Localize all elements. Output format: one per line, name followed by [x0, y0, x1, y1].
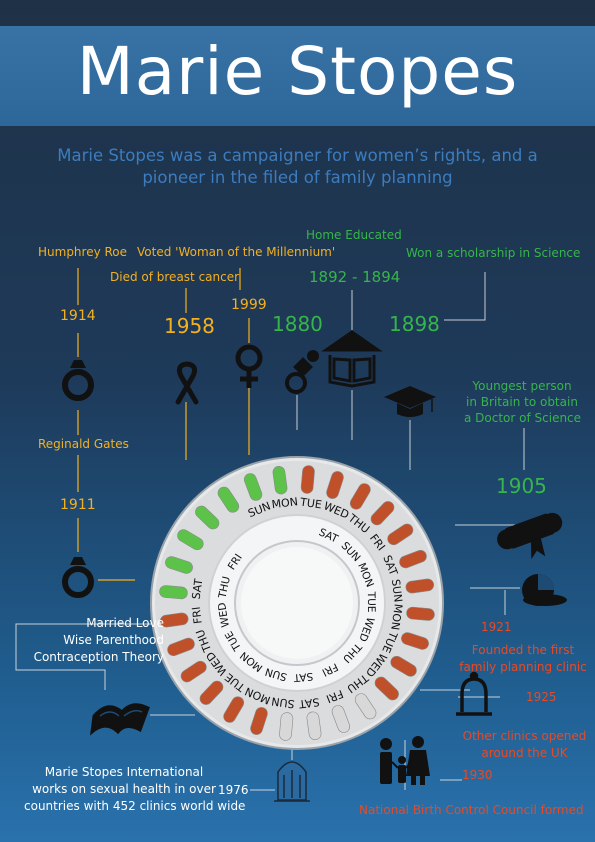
pill	[177, 529, 204, 551]
day-label: FRI	[190, 606, 205, 625]
pill	[405, 578, 435, 594]
day-label: SUN	[271, 694, 296, 710]
day-label: SUN	[389, 578, 405, 603]
day-label: FRI	[324, 687, 345, 706]
book-icon	[321, 330, 383, 388]
title-band	[0, 26, 595, 126]
pill	[349, 483, 371, 510]
home-educated-label: Home Educated	[306, 228, 402, 242]
pill	[250, 707, 268, 735]
year-1921: 1921	[481, 620, 512, 634]
year-1898: 1898	[389, 312, 440, 336]
pill	[306, 711, 322, 741]
day-label-inner: SAT	[293, 670, 314, 684]
subtitle: Marie Stopes was a campaigner for women’…	[57, 146, 538, 187]
year-1880: 1880	[272, 312, 323, 336]
day-label: SAT	[190, 578, 206, 600]
pill	[354, 693, 377, 720]
pill	[406, 606, 435, 621]
female-symbol-icon	[235, 344, 263, 388]
pill	[390, 655, 417, 677]
day-label-inner: TUE	[365, 591, 377, 613]
building-icon	[274, 761, 310, 802]
pill	[272, 465, 288, 495]
day-label-inner: THU	[216, 575, 233, 600]
diploma-icon	[497, 512, 563, 560]
pill	[159, 585, 188, 600]
humphrey-roe-label: Humphrey Roe	[38, 245, 128, 259]
open-book-icon	[90, 703, 150, 736]
year-1999: 1999	[231, 297, 267, 313]
youngest-label: Youngest person in Britain to obtain a D…	[464, 379, 582, 425]
msi-label: Marie Stopes International works on sexu…	[24, 765, 246, 813]
pill	[399, 549, 427, 569]
year-1905: 1905	[496, 474, 547, 498]
books-label: Married Love Wise Parenthood Contracepti…	[33, 616, 164, 664]
day-label: MON	[271, 495, 299, 511]
pill	[387, 523, 414, 546]
day-label-inner: WED	[216, 602, 232, 629]
years-1892-1894: 1892 - 1894	[309, 268, 401, 286]
pill	[159, 612, 189, 628]
pill	[331, 705, 351, 733]
bell-jar-icon	[456, 671, 492, 716]
pill	[195, 505, 220, 530]
pill	[279, 712, 294, 741]
national-label: National Birth Control Council formed	[359, 803, 584, 817]
family-icon	[380, 736, 430, 785]
reginald-gates-label: Reginald Gates	[38, 437, 129, 451]
year-1930: 1930	[462, 768, 493, 782]
pill	[165, 556, 193, 574]
graduation-cap-icon	[384, 386, 436, 417]
pill	[199, 680, 224, 705]
ring-icon	[62, 360, 94, 401]
pill	[326, 471, 344, 499]
pill	[374, 676, 399, 701]
year-1958: 1958	[164, 314, 215, 338]
pill	[223, 696, 245, 723]
pie-chart-icon	[522, 574, 567, 606]
pill	[401, 632, 429, 650]
year-1925: 1925	[526, 690, 557, 704]
day-label: MON	[388, 603, 405, 631]
voted-label: Voted 'Woman of the Millennium'	[137, 245, 336, 259]
day-label: TUE	[298, 495, 322, 511]
founded-label: Founded the first family planning clinic	[459, 643, 587, 674]
pacifier-icon	[285, 350, 319, 394]
pill	[300, 465, 315, 494]
pill	[167, 637, 195, 657]
pill	[243, 473, 263, 501]
page-title: Marie Stopes	[76, 33, 519, 110]
pill	[217, 486, 240, 513]
year-1976: 1976	[218, 783, 249, 797]
pill	[180, 660, 207, 683]
died-label: Died of breast cancer	[110, 270, 240, 284]
day-label: SAT	[298, 695, 320, 710]
scholarship-label: Won a scholarship in Science	[406, 246, 581, 260]
ring-icon-2	[62, 557, 94, 598]
year-1914: 1914	[60, 308, 96, 324]
ribbon-icon	[175, 361, 199, 405]
pill	[370, 501, 395, 526]
year-1911: 1911	[60, 497, 96, 513]
other-clinics-label: Other clinics opened around the UK	[462, 729, 587, 760]
